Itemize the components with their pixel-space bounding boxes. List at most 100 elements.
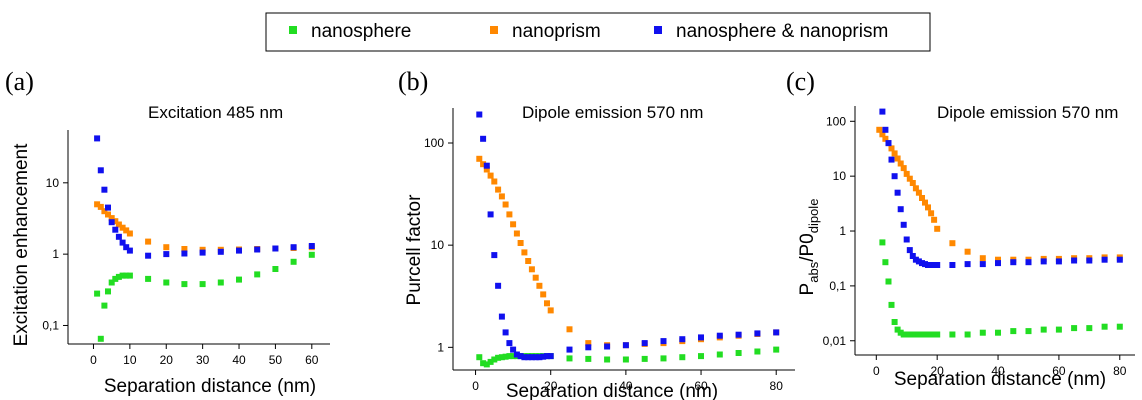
panel-c-series-1-point bbox=[894, 326, 901, 333]
panel-c-series-1-point bbox=[1071, 325, 1078, 332]
panel-b-series-3-point bbox=[498, 313, 505, 320]
panel-b-x-tick-label: 20 bbox=[544, 379, 558, 393]
panel-b-series-2-point bbox=[528, 266, 535, 273]
panel-c-series-3-point bbox=[885, 140, 892, 147]
panel-b-series-2-point bbox=[532, 274, 539, 281]
panel-b-series-2-point bbox=[510, 221, 517, 228]
panel-c-series-3-point bbox=[925, 262, 931, 268]
panel-a-series-3-point bbox=[163, 251, 170, 258]
panel-c-series-3-point bbox=[879, 108, 886, 115]
panel-c-series-1-point bbox=[931, 331, 938, 338]
panel-c-series-2-point bbox=[931, 216, 938, 223]
panel-a-x-tick-label: 0 bbox=[90, 353, 97, 367]
panel-a-series-2-point bbox=[145, 238, 152, 245]
panel-c-x-tick-label: 40 bbox=[991, 364, 1005, 378]
panel-a-series-2-point bbox=[126, 230, 133, 237]
panel-b-series-3-point bbox=[544, 353, 550, 360]
panel-b-series-1-point bbox=[566, 355, 573, 362]
panel-c-ylabel-sub2: dipole bbox=[806, 199, 821, 234]
panel-c-series-1-point bbox=[903, 331, 910, 338]
panel-c-series-1-point bbox=[964, 331, 971, 338]
panel-a-x-tick-label: 50 bbox=[269, 353, 283, 367]
panel-b-xlabel: Separation distance (nm) bbox=[506, 381, 718, 400]
panel-b-x-tick-label: 80 bbox=[770, 379, 784, 393]
panel-a-series-1-point bbox=[163, 279, 170, 286]
panel-c-series-3-point bbox=[903, 236, 910, 243]
panel-c-series-2-point bbox=[995, 256, 1001, 263]
panel-c-series-3-point bbox=[1055, 258, 1062, 265]
panel-a-series-3-point bbox=[108, 219, 115, 226]
panel-b-series-2-point bbox=[566, 326, 573, 333]
panel-c-series-1-point bbox=[882, 259, 889, 266]
panel-b-series-1-point bbox=[698, 353, 704, 360]
panel-c-series-2-point bbox=[919, 195, 925, 201]
panel-b-series-2-point bbox=[495, 186, 502, 193]
panel-b-series-1-point bbox=[679, 354, 686, 361]
panel-a-y-tick-label: 0,1 bbox=[42, 318, 59, 332]
panel-a-series-2-point bbox=[115, 221, 122, 228]
panel-b-series-3-point bbox=[540, 353, 547, 360]
panel-c-plot: 0 20 40 60 80 0,01 0,1 1 10 100 bbox=[823, 106, 1135, 378]
panel-c-series-3-point bbox=[1101, 256, 1108, 263]
panel-b-series-1-point bbox=[622, 356, 629, 363]
panel-a-series-2-point bbox=[112, 218, 119, 225]
panel-a-x-tick-label: 10 bbox=[123, 353, 137, 367]
panel-c-series-2-point bbox=[909, 180, 916, 186]
panel-a-series-1-point bbox=[272, 266, 279, 272]
panel-b-series-1-point bbox=[502, 353, 509, 360]
panel-b-series-3-point bbox=[513, 351, 520, 358]
panel-c-series-2-point bbox=[897, 160, 904, 167]
panel-c-series-3-point bbox=[964, 261, 971, 268]
panel-a-series-1-point bbox=[119, 272, 126, 279]
panel-a-series-3-point bbox=[181, 250, 188, 257]
panel-c-y-tick-label: 0,1 bbox=[829, 279, 846, 293]
panel-b-series-3-point bbox=[622, 342, 629, 349]
panel-c-series-1-point bbox=[1055, 326, 1062, 333]
panel-c-series-2-point bbox=[912, 185, 919, 192]
panel-c-series-1-point bbox=[1086, 325, 1093, 332]
panel-a-series-1-point bbox=[112, 275, 119, 282]
panel-b-series-2-point bbox=[502, 201, 509, 208]
panel-c-series-3-point bbox=[894, 189, 901, 196]
panel-c-series-2-point bbox=[900, 165, 907, 172]
legend-marker-nanosphere bbox=[289, 26, 297, 34]
panel-b-series-1-point bbox=[716, 351, 723, 358]
panel-a-series-2-point bbox=[181, 246, 188, 252]
panel-c-series-1-point bbox=[915, 331, 922, 338]
panel-b-series-1-point bbox=[483, 361, 490, 368]
panel-b-series-2-point bbox=[525, 258, 532, 264]
panel-c-series-3-point bbox=[979, 261, 986, 268]
legend-label-nanosphere: nanosphere bbox=[311, 21, 411, 42]
panel-b-series-3-point bbox=[521, 354, 528, 361]
panel-b-series-1-point bbox=[735, 350, 742, 356]
panel-a-y-tick-label: 1 bbox=[52, 247, 59, 261]
panel-a-series-2-point bbox=[94, 201, 101, 208]
panel-a-series-3-point bbox=[290, 244, 297, 251]
legend-label-nanoprism: nanoprism bbox=[512, 21, 601, 42]
panel-b-series-3-point bbox=[604, 343, 611, 350]
panel-c-series-1-point bbox=[885, 278, 892, 285]
panel-b-series-2-point bbox=[540, 291, 547, 298]
panel-c-series-3-point bbox=[1040, 258, 1047, 265]
panel-c-series-2-point bbox=[934, 225, 941, 232]
panel-c-series-2-point bbox=[879, 131, 886, 138]
panel-a-series-3-point bbox=[105, 204, 111, 211]
panel-b-series-3-point bbox=[476, 111, 483, 118]
panel-a-x-tick-label: 20 bbox=[160, 353, 174, 367]
panel-c-series-3-point bbox=[891, 173, 898, 180]
panel-c-series-1-point bbox=[909, 331, 916, 338]
panel-b-series-2-point bbox=[498, 193, 505, 200]
panel-c-series-3-point bbox=[931, 262, 938, 268]
panel-b-series-3-point bbox=[735, 331, 742, 338]
panel-c-series-1-point bbox=[891, 319, 898, 325]
panel-a-series-1-point bbox=[199, 281, 206, 288]
panel-c-series-2-point bbox=[876, 126, 883, 133]
panel-b-series-3-point bbox=[698, 334, 704, 341]
panel-c-series-3-point bbox=[906, 247, 913, 254]
panel-b-tag: (b) bbox=[398, 67, 428, 96]
panel-c-y-tick-label: 1 bbox=[839, 224, 846, 238]
panel-b-series-3-point bbox=[502, 329, 509, 336]
panel-c-y-tick-label: 10 bbox=[833, 169, 847, 183]
panel-b-series-1-point bbox=[495, 354, 502, 361]
